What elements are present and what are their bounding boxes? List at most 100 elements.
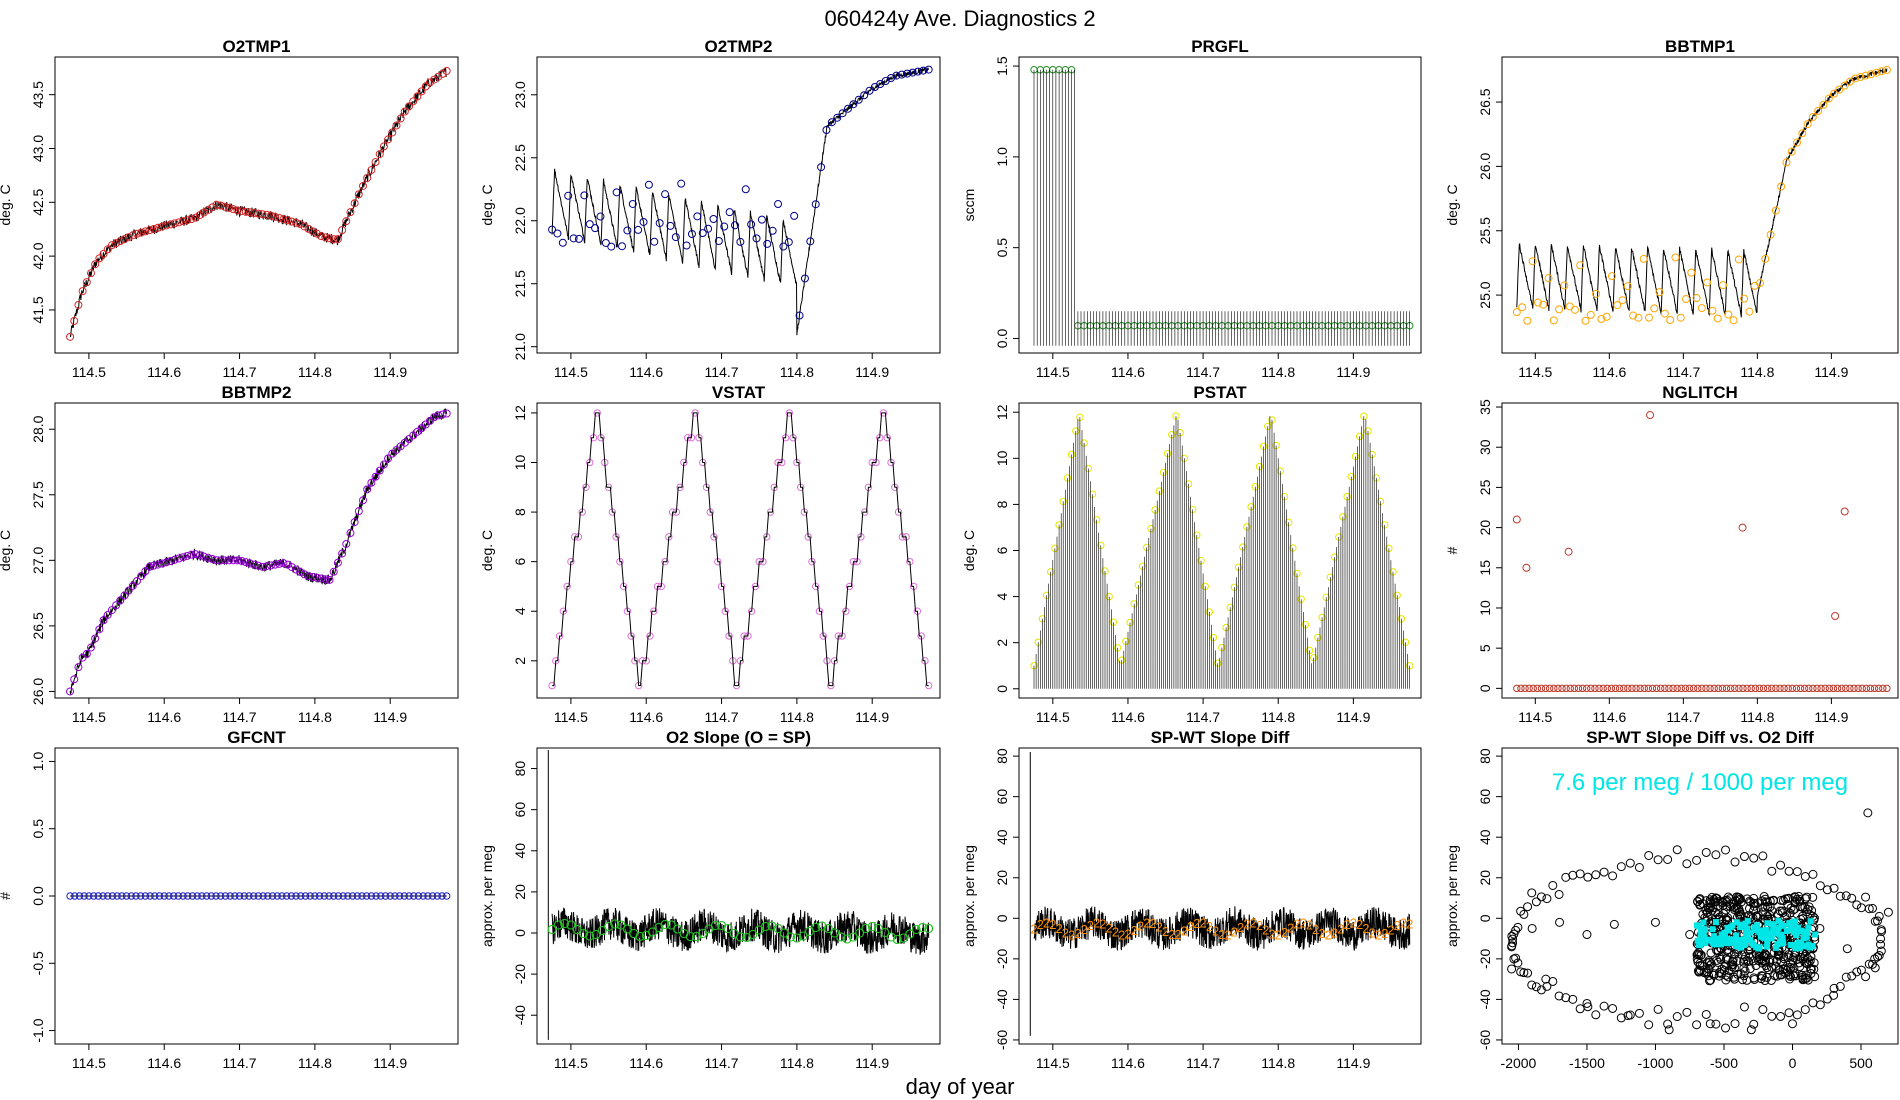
x-tick-label: 114.8 <box>780 1055 814 1071</box>
data-point <box>1597 314 1606 323</box>
data-point <box>1657 684 1665 693</box>
data-point <box>1650 917 1660 927</box>
data-point <box>414 892 423 900</box>
data-point <box>320 892 328 900</box>
plot-area <box>548 409 933 690</box>
data-point <box>179 892 187 900</box>
y-tick-label: 25.5 <box>1477 217 1493 244</box>
data-point: O <box>792 931 802 946</box>
data-point: 2 <box>1268 926 1275 941</box>
data-point <box>691 409 699 417</box>
data-point <box>1758 851 1768 861</box>
data-point <box>191 213 200 222</box>
data-point <box>165 892 173 900</box>
data-point <box>296 220 305 229</box>
data-point <box>278 892 286 900</box>
panel-o2slope: O2 Slope (O = SP) approx. per meg 114.5 114… <box>479 728 941 1071</box>
data-point <box>1740 294 1749 303</box>
data-point <box>1796 952 1806 962</box>
data-point: 2 <box>1218 927 1225 942</box>
data-point <box>1800 872 1810 882</box>
data-point <box>317 574 326 583</box>
x-tick-label: 114.7 <box>223 1055 257 1071</box>
data-point <box>1739 852 1749 862</box>
y-tick-label: 8 <box>512 508 528 516</box>
data-point <box>1759 892 1769 902</box>
y-tick-label: 0 <box>994 685 1010 693</box>
data-point: 2 <box>1225 927 1232 942</box>
data-point <box>1867 70 1876 79</box>
data-point: O <box>635 929 645 944</box>
data-point <box>1695 965 1705 975</box>
plot-area <box>66 408 451 696</box>
data-point: O <box>629 926 639 941</box>
data-point <box>1586 310 1595 319</box>
data-point <box>1721 975 1731 985</box>
data-point <box>1623 1011 1633 1021</box>
data-point <box>1653 855 1663 865</box>
y-tick-label: 0.5 <box>994 238 1010 258</box>
plot-area <box>548 65 933 336</box>
data-point <box>258 562 267 571</box>
data-point <box>1831 612 1840 621</box>
plot-frame <box>54 56 459 354</box>
data-point <box>1762 897 1772 907</box>
data-point <box>82 649 91 658</box>
data-point <box>297 892 305 900</box>
data-point <box>308 227 317 236</box>
data-point <box>1541 974 1551 984</box>
data-point: 2 <box>1356 917 1363 932</box>
data-point <box>66 892 74 900</box>
data-point <box>1868 903 1878 913</box>
data-point <box>438 69 447 78</box>
x-tick-label: 114.9 <box>373 1055 407 1071</box>
data-point <box>800 274 809 283</box>
data-trace <box>1033 69 1410 346</box>
data-point <box>1591 870 1601 880</box>
data-point <box>1519 909 1529 919</box>
data-point <box>1794 941 1801 948</box>
y-tick-label: 1.5 <box>994 56 1010 76</box>
y-tick-label: 43.5 <box>30 81 46 108</box>
data-point <box>1733 943 1740 950</box>
data-point <box>903 69 912 78</box>
data-point <box>188 892 197 900</box>
data-point <box>1731 896 1741 906</box>
data-point <box>1711 897 1721 907</box>
data-point <box>434 72 443 81</box>
data-point <box>790 211 799 220</box>
data-point <box>1632 684 1640 693</box>
data-point <box>1751 926 1758 933</box>
data-point <box>817 163 826 172</box>
data-point <box>1513 684 1521 693</box>
x-tick-label: 114.5 <box>554 1055 588 1071</box>
data-point: O <box>704 921 714 936</box>
data-point <box>1714 941 1721 948</box>
plot-area <box>1512 65 1891 325</box>
data-point <box>1718 684 1727 693</box>
data-point <box>1751 911 1761 921</box>
data-point <box>1701 934 1708 941</box>
x-tick-label: 114.5 <box>72 1055 106 1071</box>
data-point <box>443 892 451 900</box>
data-point <box>195 211 204 220</box>
data-point <box>682 241 691 250</box>
data-point <box>698 229 707 238</box>
data-point: O <box>698 926 708 941</box>
data-point <box>225 203 234 212</box>
data-point <box>425 78 434 87</box>
data-point <box>1729 905 1739 915</box>
data-point <box>1724 924 1731 931</box>
data-point <box>1852 967 1862 977</box>
data-point <box>245 892 253 900</box>
data-point: O <box>647 925 657 940</box>
data-point <box>342 539 351 548</box>
data-point <box>226 892 234 900</box>
data-point <box>1625 858 1635 868</box>
data-point <box>1870 916 1880 926</box>
data-point: O <box>591 927 601 942</box>
data-point: 2 <box>1112 925 1119 940</box>
data-point <box>254 561 263 570</box>
data-point <box>1608 1003 1618 1013</box>
